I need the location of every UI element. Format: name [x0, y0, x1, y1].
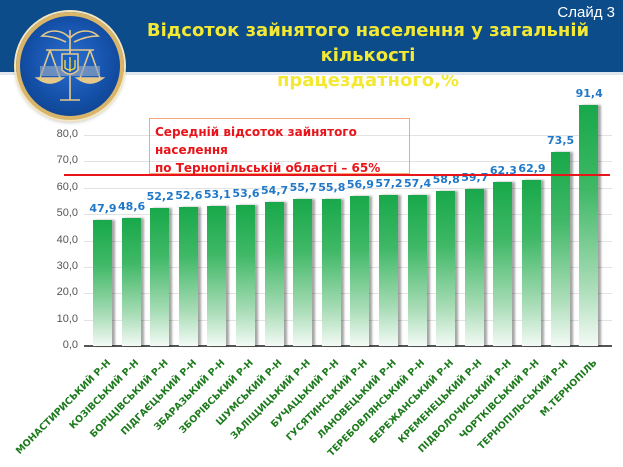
average-annotation-text: Середній відсоток зайнятого населення по…	[155, 123, 409, 177]
value-label: 62,3	[489, 163, 517, 177]
gridline	[84, 266, 612, 268]
bar-chart: 0,0 10,0 20,0 30,0 40,0 50,0 60,0 70,0 80,0 47,9 М…	[0, 75, 623, 467]
emblem-logo-icon	[16, 12, 124, 120]
bar	[407, 194, 427, 346]
gridline	[84, 161, 612, 163]
value-label: 52,6	[175, 189, 203, 203]
bar	[236, 204, 255, 346]
gridline	[84, 135, 612, 136]
y-tick-label: 10,0	[56, 312, 78, 325]
average-annotation-box: Середній відсоток зайнятого населення по…	[149, 118, 410, 177]
y-tick-label: 50,0	[56, 207, 78, 220]
value-label: 73,5	[547, 134, 575, 148]
y-tick-label: 60,0	[56, 180, 78, 193]
gridline	[84, 319, 612, 321]
value-label: 57,4	[404, 176, 432, 190]
average-reference-line	[64, 173, 610, 176]
title-line-1: Відсоток зайнятого населення у загальній…	[146, 20, 590, 66]
bar	[321, 198, 341, 346]
bar	[522, 180, 541, 346]
value-label: 57,2	[375, 177, 403, 191]
slide-title: Відсоток зайнятого населення у загальній…	[118, 18, 618, 93]
gridline	[84, 240, 612, 242]
bar	[121, 217, 141, 346]
y-tick-label: 80,0	[56, 128, 78, 140]
gridline	[84, 187, 612, 189]
value-label: 48,6	[118, 199, 146, 213]
slide-number: Слайд 3	[557, 4, 615, 21]
bar	[493, 181, 513, 346]
annotation-line-2: по Тернопільській області – 65%	[155, 161, 381, 175]
bar	[579, 104, 599, 346]
bar	[178, 207, 198, 346]
bar	[207, 205, 227, 346]
value-label: 55,8	[318, 180, 346, 194]
value-label: 56,9	[346, 177, 374, 191]
y-tick-label: 70,0	[56, 154, 78, 167]
scales-trident-icon	[34, 30, 106, 101]
bar	[264, 201, 284, 346]
header-divider	[0, 72, 623, 75]
gridline	[84, 293, 612, 295]
gridline	[84, 214, 612, 216]
bar	[293, 199, 313, 346]
bar	[379, 195, 398, 346]
value-label: 62,9	[518, 162, 546, 176]
value-label: 58,8	[432, 172, 460, 186]
y-tick-label: 40,0	[56, 233, 78, 246]
bar	[464, 188, 484, 346]
y-tick-label: 20,0	[56, 286, 78, 299]
value-label: 52,2	[146, 190, 174, 204]
annotation-line-1: Середній відсоток зайнятого населення	[155, 125, 357, 157]
y-tick-label: 30,0	[56, 259, 78, 272]
value-label: 47,9	[89, 201, 117, 215]
value-label: 91,4	[575, 86, 603, 100]
value-label: 53,1	[203, 187, 231, 201]
bar	[150, 208, 170, 346]
title-line-2: працездатного,%	[276, 70, 460, 91]
bar	[436, 190, 456, 346]
bar	[350, 195, 370, 346]
y-tick-label: 0,0	[62, 339, 78, 351]
bar	[550, 152, 570, 346]
x-axis	[84, 345, 612, 347]
value-label: 53,6	[232, 186, 260, 200]
value-label: 54,7	[261, 183, 289, 197]
bar	[93, 219, 112, 346]
value-label: 55,7	[289, 181, 317, 195]
